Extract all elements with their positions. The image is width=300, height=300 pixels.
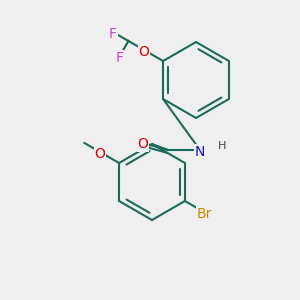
Text: F: F — [109, 26, 117, 40]
Text: O: O — [139, 44, 149, 58]
Text: Br: Br — [196, 206, 212, 220]
Text: O: O — [138, 137, 148, 152]
Text: O: O — [94, 146, 106, 161]
Text: N: N — [195, 145, 205, 158]
Text: F: F — [116, 51, 124, 65]
Text: H: H — [218, 141, 226, 151]
